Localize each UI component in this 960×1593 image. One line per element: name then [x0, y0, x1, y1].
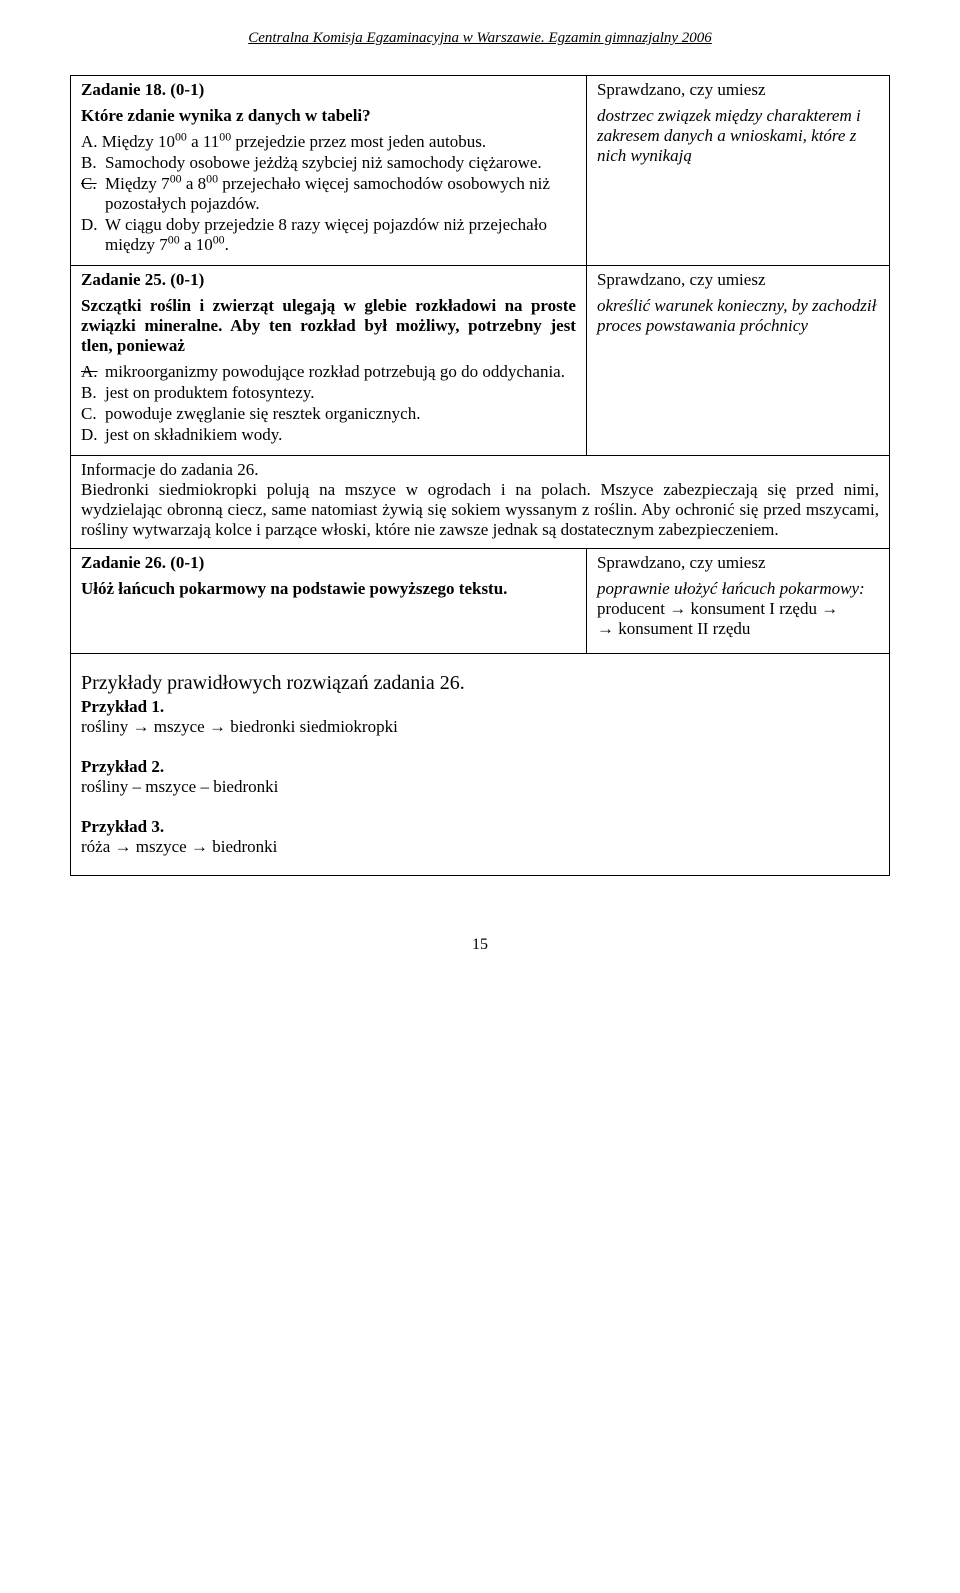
task25-question: Szczątki roślin i zwierząt ulegają w gle…: [81, 296, 576, 356]
task18-check-title: Sprawdzano, czy umiesz: [597, 80, 879, 100]
task25-check-title: Sprawdzano, czy umiesz: [597, 270, 879, 290]
task26-check-lines: poprawnie ułożyć łańcuch pokarmowy: prod…: [597, 579, 879, 639]
task25-right-cell: Sprawdzano, czy umiesz określić warunek …: [586, 266, 889, 456]
task18-option-d-text: W ciągu doby przejedzie 8 razy więcej po…: [105, 215, 576, 255]
task25-left-cell: Zadanie 25. (0-1) Szczątki roślin i zwie…: [71, 266, 587, 456]
task25-options: A. mikroorganizmy powodujące rozkład pot…: [81, 362, 576, 445]
task25-option-c: C. powoduje zwęglanie się resztek organi…: [81, 404, 576, 424]
task18-check-text: dostrzec związek między charakterem i za…: [597, 106, 879, 166]
exam-table: Zadanie 18. (0-1) Które zdanie wynika z …: [70, 75, 890, 876]
info26-row: Informacje do zadania 26.Biedronki siedm…: [71, 456, 890, 549]
task26-check-title: Sprawdzano, czy umiesz: [597, 553, 879, 573]
info26-cell: Informacje do zadania 26.Biedronki siedm…: [71, 456, 890, 549]
task25-option-a: A. mikroorganizmy powodujące rozkład pot…: [81, 362, 576, 382]
task25-option-b-marker: B.: [81, 383, 105, 403]
task25-row: Zadanie 25. (0-1) Szczątki roślin i zwie…: [71, 266, 890, 456]
task18-row: Zadanie 18. (0-1) Które zdanie wynika z …: [71, 76, 890, 266]
task18-option-c: C. Między 700 a 800 przejechało więcej s…: [81, 174, 576, 214]
task25-option-b: B. jest on produktem fotosyntezy.: [81, 383, 576, 403]
task26-row: Zadanie 26. (0-1) Ułóż łańcuch pokarmowy…: [71, 549, 890, 654]
example1-label: Przykład 1.: [81, 697, 879, 717]
task26-right-cell: Sprawdzano, czy umiesz poprawnie ułożyć …: [586, 549, 889, 654]
answers-row: Przykłady prawidłowych rozwiązań zadania…: [71, 654, 890, 876]
task18-options: A. Między 1000 a 1100 przejedzie przez m…: [81, 132, 576, 255]
task18-left-cell: Zadanie 18. (0-1) Które zdanie wynika z …: [71, 76, 587, 266]
task26-left-cell: Zadanie 26. (0-1) Ułóż łańcuch pokarmowy…: [71, 549, 587, 654]
example1-text: rośliny → mszyce → biedronki siedmiokrop…: [81, 717, 879, 737]
task18-option-d-marker: D.: [81, 215, 105, 235]
task18-option-c-text: Między 700 a 800 przejechało więcej samo…: [105, 174, 576, 214]
task25-title: Zadanie 25. (0-1): [81, 270, 576, 290]
task18-right-cell: Sprawdzano, czy umiesz dostrzec związek …: [586, 76, 889, 266]
task25-option-a-text: mikroorganizmy powodujące rozkład potrze…: [105, 362, 576, 382]
task18-option-b: B. Samochody osobowe jeżdżą szybciej niż…: [81, 153, 576, 173]
page-container: Centralna Komisja Egzaminacyjna w Warsza…: [0, 0, 960, 994]
task18-option-b-text: Samochody osobowe jeżdżą szybciej niż sa…: [105, 153, 576, 173]
example2-label: Przykład 2.: [81, 757, 879, 777]
task18-title: Zadanie 18. (0-1): [81, 80, 576, 100]
task18-question: Które zdanie wynika z danych w tabeli?: [81, 106, 576, 126]
example3-text: róża → mszyce → biedronki: [81, 837, 879, 857]
task25-option-b-text: jest on produktem fotosyntezy.: [105, 383, 576, 403]
answers-heading: Przykłady prawidłowych rozwiązań zadania…: [81, 672, 879, 695]
task25-option-a-marker: A.: [81, 362, 105, 382]
answers-cell: Przykłady prawidłowych rozwiązań zadania…: [71, 654, 890, 876]
task26-question: Ułóż łańcuch pokarmowy na podstawie powy…: [81, 579, 576, 599]
task25-option-d: D. jest on składnikiem wody.: [81, 425, 576, 445]
task25-option-c-text: powoduje zwęglanie się resztek organiczn…: [105, 404, 576, 424]
task25-option-d-text: jest on składnikiem wody.: [105, 425, 576, 445]
task18-option-b-marker: B.: [81, 153, 105, 173]
task25-check-text: określić warunek konieczny, by zachodził…: [597, 296, 879, 336]
task18-option-c-marker: C.: [81, 174, 105, 194]
info26-text: Informacje do zadania 26.Biedronki siedm…: [81, 460, 879, 539]
task18-option-a: A. Między 1000 a 1100 przejedzie przez m…: [81, 132, 576, 152]
task25-option-d-marker: D.: [81, 425, 105, 445]
task26-title: Zadanie 26. (0-1): [81, 553, 576, 573]
task18-option-d: D. W ciągu doby przejedzie 8 razy więcej…: [81, 215, 576, 255]
page-number: 15: [70, 936, 890, 954]
running-header: Centralna Komisja Egzaminacyjna w Warsza…: [70, 30, 890, 47]
example2-text: rośliny – mszyce – biedronki: [81, 777, 879, 797]
task25-option-c-marker: C.: [81, 404, 105, 424]
example3-label: Przykład 3.: [81, 817, 879, 837]
